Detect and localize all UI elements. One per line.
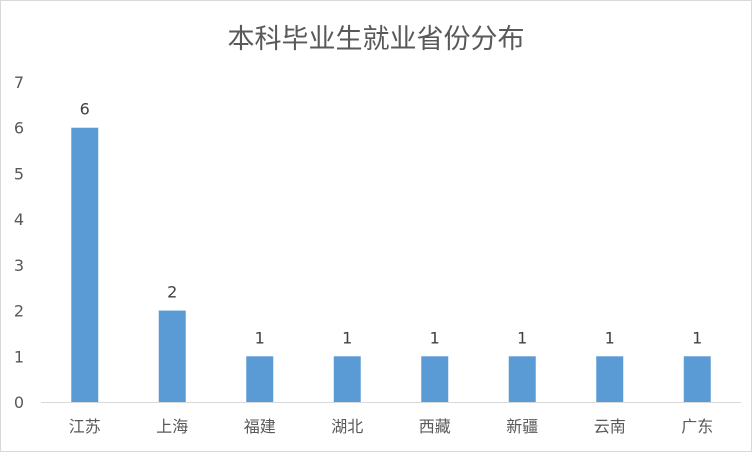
y-tick-label: 3: [14, 256, 24, 275]
bar: [508, 356, 536, 402]
data-label: 6: [80, 100, 90, 119]
bar: [421, 356, 449, 402]
data-labels: 6 2 1 1 1 1 1 1: [80, 100, 703, 348]
chart-title: 本科毕业生就业省份分布: [227, 24, 525, 55]
bars: [71, 127, 711, 402]
bar: [596, 356, 624, 402]
y-tick-label: 0: [14, 393, 24, 412]
data-label: 1: [342, 328, 352, 347]
data-label: 1: [692, 328, 702, 347]
x-tick-label: 新疆: [506, 417, 538, 436]
data-label: 1: [430, 328, 440, 347]
x-tick-label: 广东: [681, 417, 713, 436]
bar: [246, 356, 274, 402]
y-axis-ticks: 0 1 2 3 4 5 6 7: [14, 73, 24, 412]
x-tick-label: 上海: [156, 417, 188, 436]
bar: [683, 356, 711, 402]
y-tick-label: 7: [14, 73, 24, 92]
data-label: 1: [605, 328, 615, 347]
bar: [333, 356, 361, 402]
y-tick-label: 4: [14, 210, 24, 229]
y-tick-label: 2: [14, 302, 24, 321]
x-tick-label: 西藏: [419, 417, 451, 436]
data-label: 1: [255, 328, 265, 347]
y-tick-label: 5: [14, 164, 24, 183]
y-tick-label: 6: [14, 119, 24, 138]
x-tick-label: 云南: [594, 417, 626, 436]
x-axis-ticks: 江苏 上海 福建 湖北 西藏 新疆 云南 广东: [69, 417, 714, 436]
data-label: 2: [167, 283, 177, 302]
y-tick-label: 1: [14, 347, 24, 366]
data-label: 1: [517, 328, 527, 347]
x-tick-label: 福建: [244, 417, 276, 436]
x-tick-label: 湖北: [331, 417, 363, 436]
x-tick-label: 江苏: [69, 417, 101, 436]
bar: [158, 310, 186, 402]
bar: [71, 127, 99, 402]
